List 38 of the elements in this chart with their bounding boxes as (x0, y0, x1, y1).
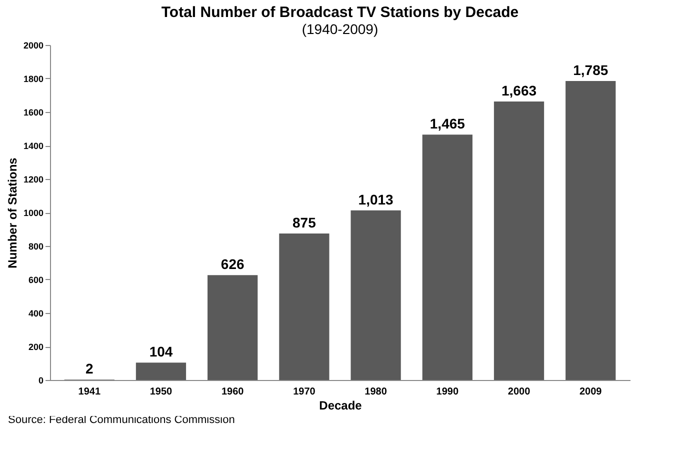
y-tick-label: 2000 (23, 40, 44, 50)
y-tick-label: 1200 (23, 174, 44, 184)
y-tick-label: 800 (28, 242, 44, 252)
bar (136, 362, 186, 380)
x-tick-label: 2009 (579, 386, 602, 398)
bar (279, 233, 330, 380)
y-axis-title: Number of Stations (5, 157, 20, 268)
y-tick-label: 1000 (23, 208, 44, 218)
data-label: 1,465 (430, 116, 466, 132)
data-label: 1,663 (501, 82, 537, 98)
data-label: 2 (85, 360, 94, 377)
chart-title: Total Number of Broadcast TV Stations by Decade (161, 4, 519, 21)
bar (208, 275, 258, 380)
data-label: 1,785 (573, 62, 608, 78)
x-tick-label: 1980 (364, 386, 388, 398)
data-label: 875 (292, 214, 316, 230)
x-tick-label: 1960 (221, 386, 244, 398)
data-label: 104 (149, 344, 173, 360)
y-tick-label: 200 (28, 342, 44, 352)
x-tick-label: 1990 (436, 386, 459, 398)
y-tick-label: 400 (28, 308, 44, 318)
y-tick-label: 1600 (23, 108, 44, 118)
data-label: 626 (220, 256, 244, 272)
x-axis-title: Decade (319, 398, 362, 412)
y-tick-label: 0 (38, 376, 44, 386)
data-label: 1,013 (358, 191, 394, 208)
y-tick-label: 600 (28, 275, 44, 285)
bar (494, 101, 544, 380)
x-tick-label: 2000 (508, 386, 531, 398)
y-tick-label: 1400 (23, 141, 44, 151)
chart-subtitle: (1940-2009) (302, 21, 378, 37)
bar (422, 134, 472, 380)
x-tick-label: 1941 (78, 386, 101, 398)
y-tick-label: 1800 (23, 74, 44, 84)
bar (350, 210, 401, 380)
x-tick-label: 1950 (150, 386, 173, 398)
x-tick-label: 1970 (293, 386, 316, 398)
bar (566, 81, 616, 380)
